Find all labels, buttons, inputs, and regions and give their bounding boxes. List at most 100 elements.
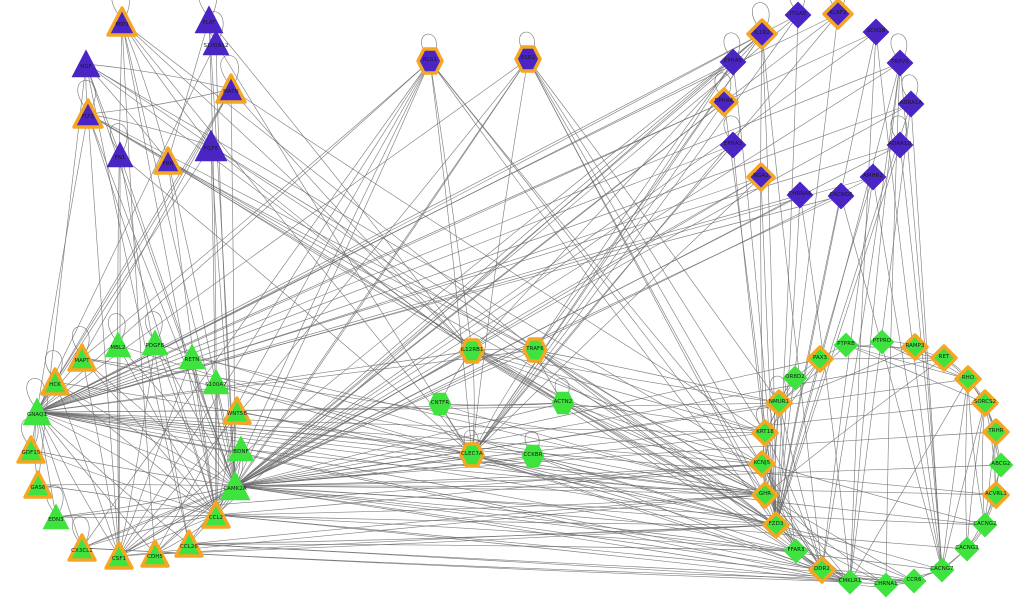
node-ccl26[interactable]: CCL26: [170, 525, 208, 563]
edge: [36, 103, 912, 413]
node-itga8[interactable]: ITGA8: [780, 0, 816, 33]
edge: [872, 176, 943, 571]
edge: [981, 402, 986, 526]
node-actn2[interactable]: ACTN2: [547, 387, 579, 419]
edge: [234, 485, 777, 526]
node-gdf15[interactable]: GDF15: [12, 431, 50, 469]
edge: [527, 58, 777, 526]
edge: [215, 463, 763, 516]
edge: [55, 514, 217, 518]
edge: [215, 514, 777, 526]
node-nga2[interactable]: NGA2: [743, 159, 779, 195]
node-kcnj5[interactable]: KCNJ5: [745, 447, 779, 481]
edge: [429, 60, 473, 352]
node-cx3cl1[interactable]: CX3CL1: [63, 529, 101, 567]
edge: [81, 357, 763, 465]
node-gnaq1[interactable]: GNAQ1: [17, 392, 57, 432]
node-trpv1[interactable]: TRPV1: [882, 45, 918, 81]
node-krt18[interactable]: KRT18: [748, 416, 782, 450]
node-s100a12[interactable]: S100A12: [197, 24, 235, 62]
self-loop-edge: [752, 2, 770, 29]
edge: [36, 176, 762, 413]
node-adra1a[interactable]: ADRA1A: [893, 86, 929, 122]
edge: [85, 63, 763, 465]
node-traf6[interactable]: TRAF6: [519, 334, 551, 366]
self-loop-edge: [723, 32, 741, 57]
edge: [30, 449, 217, 516]
edge: [121, 21, 536, 351]
edge: [819, 357, 945, 360]
node-mbl2[interactable]: MBL2: [99, 326, 137, 364]
node-fn1[interactable]: FN1: [101, 136, 139, 174]
edge: [87, 113, 766, 496]
edge: [36, 61, 734, 413]
edge: [215, 514, 797, 552]
node-cmklr1[interactable]: CMKLR1: [833, 565, 867, 599]
node-ccr6[interactable]: CCR6: [897, 564, 931, 598]
edge: [230, 88, 766, 434]
edge: [167, 160, 564, 404]
node-cacng6[interactable]: CACNG6: [823, 178, 859, 214]
edge: [167, 160, 217, 516]
node-cckbr[interactable]: CCKBR: [517, 440, 549, 472]
node-clec7a[interactable]: CLEC7A: [456, 439, 488, 471]
node-mip2[interactable]: MIP2: [102, 2, 142, 42]
edge: [234, 463, 763, 487]
self-loop-edge: [890, 115, 908, 140]
edge: [36, 411, 986, 526]
edge: [234, 33, 763, 487]
edge: [30, 449, 236, 487]
edge: [230, 88, 473, 352]
edge: [821, 176, 874, 571]
edge: [36, 31, 877, 413]
node-acvrl1[interactable]: ACVRL1: [979, 478, 1013, 512]
edge: [121, 21, 156, 555]
edge: [234, 13, 839, 487]
node-chrna6[interactable]: CHRNA6: [782, 177, 818, 213]
edge: [154, 524, 777, 555]
node-ghr[interactable]: GHR: [748, 478, 782, 512]
node-esr2[interactable]: ESR2: [511, 42, 545, 76]
node-frk[interactable]: FRK: [149, 142, 187, 180]
node-epha3[interactable]: EPHA3: [715, 127, 751, 163]
self-loop-edge: [714, 72, 732, 97]
node-fgf6[interactable]: FGF6: [189, 124, 233, 168]
edge: [849, 378, 969, 583]
edge: [534, 349, 766, 434]
edge: [775, 524, 887, 586]
self-loop-edge: [110, 123, 128, 150]
edge: [191, 356, 236, 487]
edge: [191, 356, 217, 516]
node-klrf2[interactable]: KLRF2: [819, 0, 857, 33]
edge: [81, 514, 217, 549]
node-matn[interactable]: MATN: [211, 69, 251, 109]
node-trhr[interactable]: TRHR: [979, 415, 1013, 449]
node-pdgfb[interactable]: PDGFB: [136, 324, 174, 362]
edge: [118, 485, 236, 557]
node-amhr2[interactable]: AMHR2: [855, 159, 891, 195]
edge: [188, 543, 797, 552]
node-flt1[interactable]: FLT1: [68, 94, 108, 134]
edge: [234, 402, 986, 487]
edge: [81, 357, 217, 516]
node-bdnf[interactable]: BDNF: [222, 430, 260, 468]
node-cntfr[interactable]: CNTFR: [424, 388, 456, 420]
node-abcg2[interactable]: ABCG2: [984, 448, 1018, 482]
node-cdh5[interactable]: CDH5: [136, 535, 174, 573]
edge: [215, 514, 851, 583]
node-ngf[interactable]: NGF: [66, 44, 106, 84]
node-csf1[interactable]: CSF1: [100, 537, 138, 575]
edge: [167, 19, 210, 162]
self-loop-edge: [901, 74, 919, 99]
node-wnt5b[interactable]: WNT5B: [218, 392, 256, 430]
self-loop-edge: [45, 350, 63, 377]
node-rls1[interactable]: RLS1: [413, 44, 447, 78]
edge: [234, 176, 874, 487]
node-il12rb1[interactable]: IL12RB1: [456, 335, 488, 367]
node-nmur1[interactable]: NMUR1: [762, 386, 796, 420]
node-ptpro[interactable]: PTPRO: [865, 325, 899, 359]
node-epha4[interactable]: EPHA4: [706, 84, 742, 120]
node-adra1d[interactable]: ADRA1D: [882, 127, 918, 163]
node-epha5[interactable]: EPHA5: [715, 44, 751, 80]
